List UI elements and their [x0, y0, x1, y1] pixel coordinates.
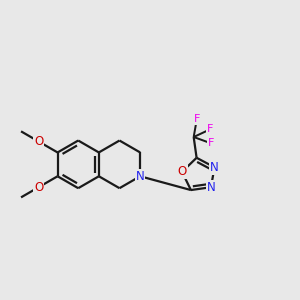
Text: O: O [177, 165, 187, 178]
Text: F: F [208, 138, 214, 148]
Text: N: N [207, 181, 215, 194]
Text: F: F [207, 124, 214, 134]
Text: F: F [194, 114, 200, 124]
Text: N: N [210, 161, 219, 174]
Text: O: O [34, 135, 43, 148]
Text: O: O [34, 181, 43, 194]
Text: N: N [136, 170, 145, 183]
